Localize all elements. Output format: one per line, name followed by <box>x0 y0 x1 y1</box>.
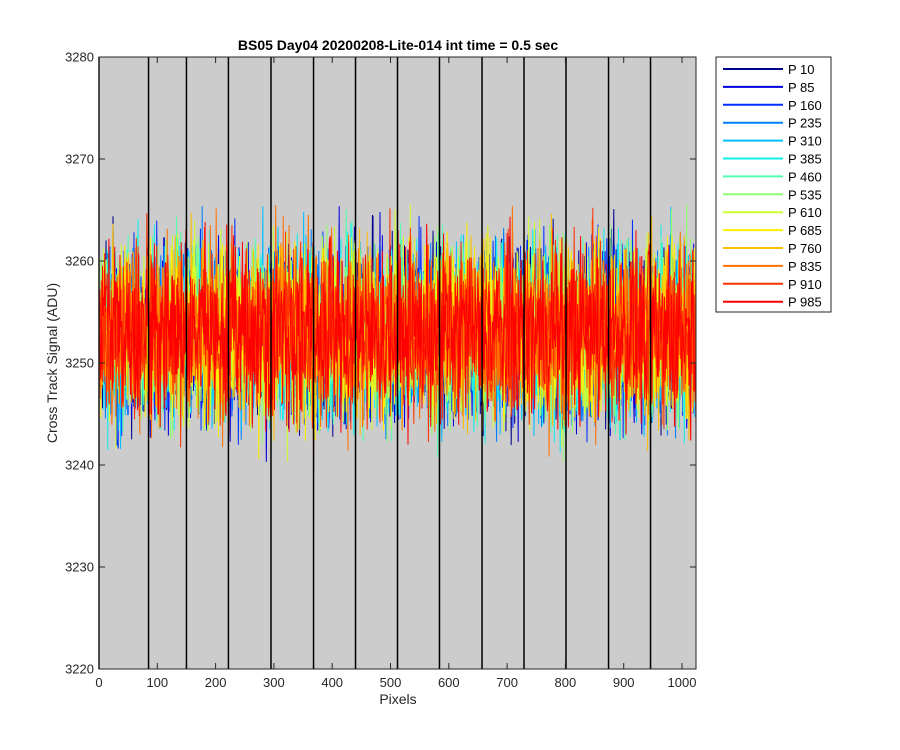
legend-label: P 685 <box>788 223 822 238</box>
legend-label: P 535 <box>788 187 822 202</box>
y-tick-label: 3220 <box>65 662 94 677</box>
y-tick-label: 3240 <box>65 458 94 473</box>
y-tick-label: 3270 <box>65 152 94 167</box>
legend-label: P 385 <box>788 152 822 167</box>
x-tick-label: 0 <box>95 675 102 690</box>
x-tick-label: 400 <box>321 675 343 690</box>
x-tick-label: 500 <box>380 675 402 690</box>
chart-title: BS05 Day04 20200208-Lite-014 int time = … <box>238 37 558 53</box>
legend-label: P 835 <box>788 259 822 274</box>
legend-box <box>715 56 832 313</box>
axis-ticks: 0 100 200 300 400 500 600 700 800 900 1000 3220 3230… <box>65 50 696 691</box>
legend-label: P 610 <box>788 205 822 220</box>
x-tick-label: 200 <box>205 675 227 690</box>
x-tick-label: 1000 <box>668 675 697 690</box>
y-axis-title: Cross Track Signal (ADU) <box>44 283 60 443</box>
legend-label: P 460 <box>788 169 822 184</box>
y-tick-label: 3230 <box>65 560 94 575</box>
x-axis-title: Pixels <box>379 691 416 707</box>
legend-label: P 235 <box>788 116 822 131</box>
x-tick-label: 700 <box>496 675 518 690</box>
legend-label: P 85 <box>788 80 815 95</box>
legend-label: P 910 <box>788 277 822 292</box>
y-tick-label: 3250 <box>65 356 94 371</box>
legend-label: P 985 <box>788 295 822 310</box>
x-tick-label: 300 <box>263 675 285 690</box>
x-tick-label: 800 <box>555 675 577 690</box>
x-tick-label: 900 <box>613 675 635 690</box>
y-tick-label: 3280 <box>65 50 94 65</box>
legend-label: P 10 <box>788 62 815 77</box>
legend-label: P 160 <box>788 98 822 113</box>
legend: P 10 P 85 P 160 P 235 P 310 P 385 P 460 P 535 P … <box>715 56 832 313</box>
x-tick-label: 600 <box>438 675 460 690</box>
legend-label: P 310 <box>788 134 822 149</box>
legend-label: P 760 <box>788 241 822 256</box>
y-tick-label: 3260 <box>65 254 94 269</box>
x-tick-label: 100 <box>146 675 168 690</box>
